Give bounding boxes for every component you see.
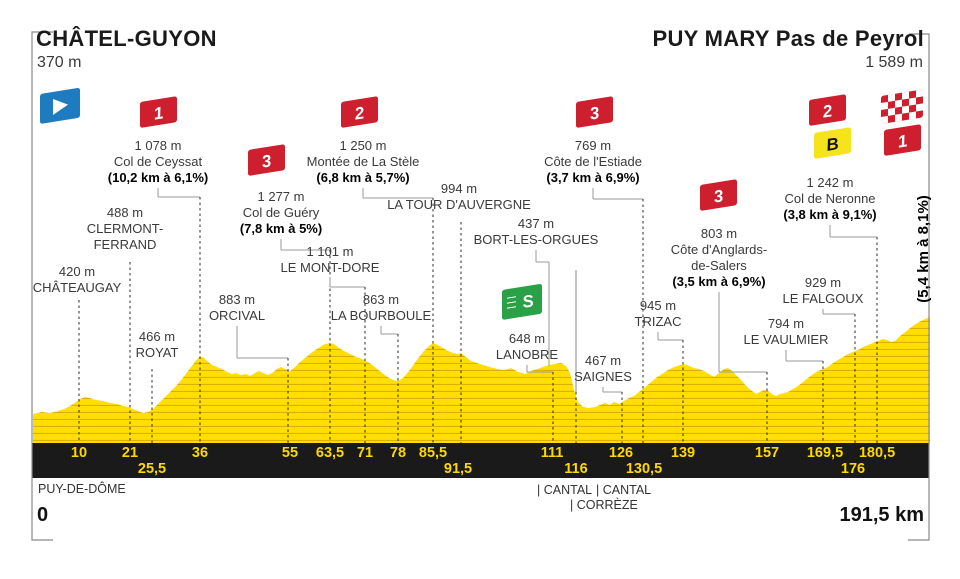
department-label: | CANTAL xyxy=(596,483,652,497)
finish-town-name: PUY MARY Pas de Peyrol xyxy=(652,26,924,51)
category-3-flag-icon xyxy=(700,179,737,211)
finish-elevation: 1 589 m xyxy=(865,54,923,71)
department-label: | CANTAL xyxy=(537,483,593,497)
category-3-flag-icon xyxy=(248,144,285,176)
frame-brackets xyxy=(31,31,930,541)
total-distance: 191,5 km xyxy=(839,504,924,526)
category-1-flag-icon xyxy=(884,124,921,156)
elevation-profile-area xyxy=(33,317,930,443)
km-axis-bar xyxy=(32,443,929,478)
category-3-flag-icon xyxy=(576,96,613,128)
category-2-flag-icon xyxy=(809,94,846,126)
checker-flag-icon xyxy=(881,89,923,124)
start-flag-icon xyxy=(40,88,80,124)
category-2-flag-icon xyxy=(341,96,378,128)
start-town-name: CHÂTEL-GUYON xyxy=(36,26,217,51)
start-elevation: 370 m xyxy=(37,54,82,71)
finish-gradient-label: (5,4 km à 8,1%) xyxy=(915,195,932,303)
category-1-flag-icon xyxy=(140,96,177,128)
sprint-flag-icon xyxy=(502,284,542,320)
start-km: 0 xyxy=(37,504,49,526)
department-label: PUY-DE-DÔME xyxy=(38,482,126,496)
department-label: | CORRÈZE xyxy=(570,498,638,512)
bonus-flag-icon xyxy=(814,127,851,159)
